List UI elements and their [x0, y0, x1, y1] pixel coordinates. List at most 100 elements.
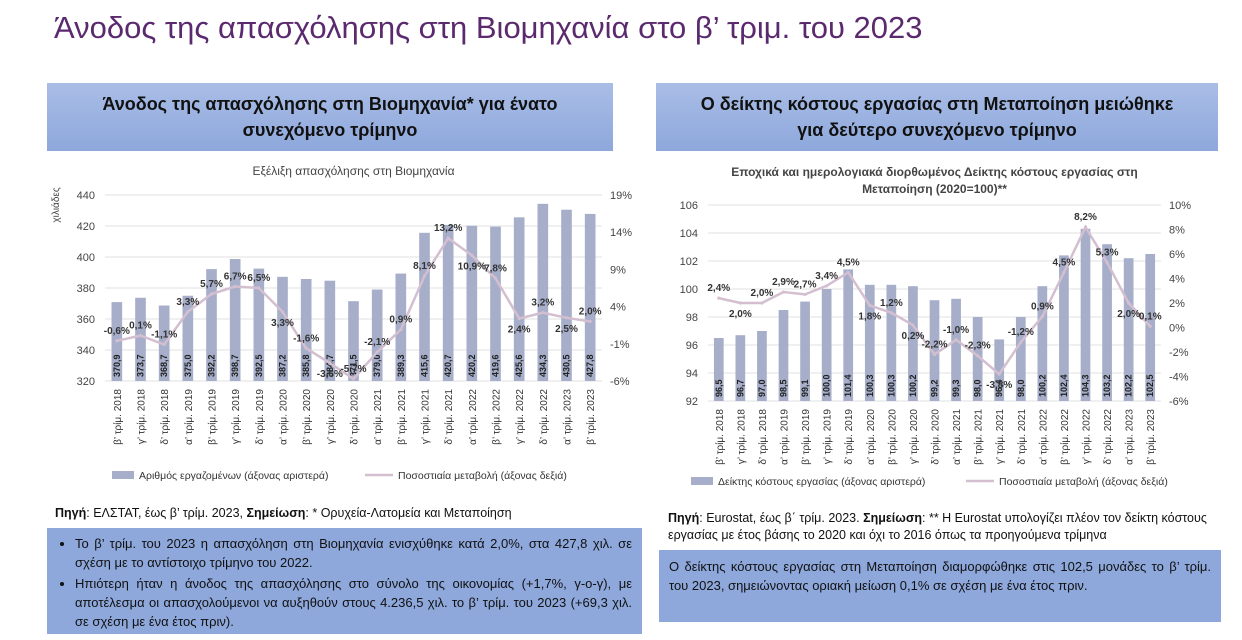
bar: [419, 232, 430, 381]
y-tick-label: 100: [680, 284, 698, 296]
source-text: : Eurostat, έως β΄ τρίμ. 2023.: [699, 511, 864, 525]
bar: [135, 297, 146, 381]
bar-value-label: 389,3: [396, 354, 406, 377]
x-tick-label: δ’ τρίμ. 2020: [930, 409, 942, 465]
x-tick-label: α’ τρίμ. 2023: [562, 389, 574, 445]
y2-tick-label: -6%: [1169, 396, 1189, 408]
note-label: Σημείωση: [246, 506, 306, 520]
line-point: [115, 339, 119, 343]
line-value-label: 1,8%: [858, 311, 881, 322]
bar: [1080, 228, 1091, 401]
line-value-label: 8,1%: [413, 261, 436, 272]
bar-value-label: 379,0: [372, 354, 382, 377]
left-header-line2: συνεχόμενο τρίμηνο: [242, 120, 418, 140]
bar-value-label: 100,3: [865, 374, 875, 397]
y-axis-label: χιλιάδες: [50, 187, 62, 222]
line-point: [541, 310, 545, 315]
line-point: [304, 346, 308, 350]
bar-value-label: 102,5: [1145, 374, 1155, 397]
line-value-label: 2,0%: [729, 309, 752, 320]
bar-value-label: 99,3: [951, 379, 961, 397]
y-tick-label: 96: [686, 340, 698, 352]
line-value-label: 8,2%: [1074, 212, 1097, 223]
line-value-label: 2,0%: [751, 288, 774, 299]
line-value-label: 3,3%: [176, 297, 199, 308]
bar: [972, 317, 983, 401]
line-value-label: 3,3%: [271, 318, 294, 329]
y2-tick-label: -4%: [1169, 372, 1189, 384]
line-value-label: -1,0%: [943, 325, 969, 336]
summary-text: Ο δείκτης κόστους εργασίας στη Μεταποίησ…: [669, 559, 1211, 593]
line-point: [717, 296, 721, 300]
bar-value-label: 104,3: [1081, 374, 1091, 397]
bar-value-label: 375,0: [183, 354, 193, 377]
x-tick-label: α’ τρίμ. 2022: [467, 389, 479, 445]
bar-value-label: 98,5: [779, 379, 789, 397]
line-point: [446, 236, 450, 240]
line-point: [564, 316, 569, 320]
summary-bullet: Ηπιότερη ήταν η άνοδος της απασχόλησης σ…: [75, 574, 642, 631]
bar-value-label: 430,5: [562, 354, 572, 377]
bar: [843, 269, 854, 401]
y2-tick-label: 19%: [610, 190, 632, 202]
bar-value-label: 392,5: [254, 354, 264, 377]
x-tick-label: α’ τρίμ. 2022: [1037, 409, 1049, 465]
y-tick-label: 98: [686, 312, 698, 324]
line-value-label: 2,0%: [579, 306, 602, 317]
x-tick-label: β’ τρίμ. 2020: [301, 389, 313, 445]
line-value-label: 0,9%: [389, 315, 412, 326]
bar: [537, 203, 549, 381]
x-tick-label: β’ τρίμ. 2018: [112, 389, 124, 445]
bar-value-label: 373,7: [136, 354, 146, 377]
note-label: Σημείωση: [863, 511, 923, 525]
bar-value-label: 102,2: [1124, 374, 1134, 397]
source-text: : ΕΛΣΤΑΤ, έως β’ τρίμ. 2023,: [86, 506, 247, 520]
bar-value-label: 99,2: [930, 379, 940, 397]
bar-value-label: 98,0: [1016, 379, 1026, 397]
line-point: [209, 292, 214, 296]
bar: [371, 289, 383, 381]
x-tick-label: α’ τρίμ. 2019: [779, 409, 791, 465]
line-point: [1062, 270, 1066, 274]
line-point: [868, 303, 872, 308]
line-point: [375, 350, 379, 354]
line-point: [932, 352, 937, 357]
bar: [348, 301, 359, 381]
right-panel-header: Ο δείκτης κόστους εργασίας στη Μεταποίησ…: [656, 83, 1218, 151]
x-tick-label: β’ τρίμ. 2022: [1059, 409, 1071, 465]
bar-value-label: 420,7: [443, 354, 453, 377]
y2-tick-label: 10%: [1169, 200, 1191, 212]
line-point: [1148, 324, 1152, 328]
y-tick-label: 92: [686, 396, 698, 408]
line-value-label: 4,5%: [1053, 257, 1076, 268]
line-value-label: 13,2%: [434, 223, 462, 234]
line-point: [493, 276, 498, 280]
bar-value-label: 415,6: [420, 354, 430, 377]
bar-value-label: 398,7: [230, 354, 240, 377]
line-value-label: 7,8%: [484, 263, 507, 274]
line-value-label: 0,2%: [902, 331, 925, 342]
line-value-label: -2,2%: [921, 339, 947, 350]
x-tick-label: γ’ τρίμ. 2019: [822, 409, 834, 464]
source-label: Πηγή: [668, 511, 700, 525]
bar: [300, 279, 312, 381]
x-tick-label: β’ τρίμ. 2023: [1145, 409, 1157, 465]
bar-value-label: 97,0: [757, 379, 767, 397]
line-point: [1019, 340, 1023, 344]
x-tick-label: δ’ τρίμ. 2018: [757, 409, 769, 465]
bar: [800, 301, 810, 401]
bar-value-label: 103,2: [1102, 374, 1112, 397]
line-value-label: 10,9%: [458, 261, 486, 272]
line-value-label: 1,2%: [880, 298, 903, 309]
y2-tick-label: 0%: [1169, 323, 1185, 335]
y-tick-label: 102: [680, 256, 698, 268]
legend-label: Δείκτης κόστους εργασίας (άξονας αριστερ…: [718, 476, 925, 488]
bar: [1037, 286, 1048, 401]
line-point: [162, 342, 166, 347]
y2-tick-label: 4%: [1169, 274, 1185, 286]
bar-value-label: 100,0: [822, 374, 832, 397]
line-value-label: -3,6%: [317, 369, 343, 380]
employment-chart: Εξέλιξη απασχόλησης στη Βιομηχανία χιλιάδ…: [50, 164, 632, 482]
bar: [277, 276, 288, 381]
line-point: [997, 372, 1001, 376]
